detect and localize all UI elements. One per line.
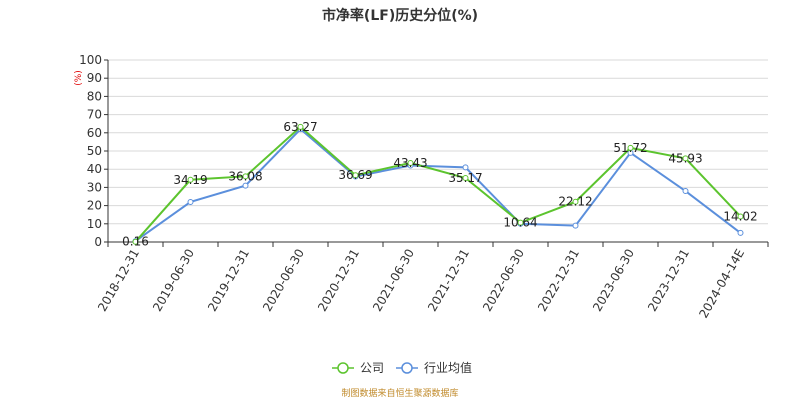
data-point (187, 198, 194, 205)
data-label: 22.12 (558, 195, 592, 209)
data-point (352, 172, 359, 179)
y-axis-label: (%) (74, 70, 84, 86)
axes (104, 59, 769, 247)
data-point (242, 182, 249, 189)
data-point (572, 198, 579, 205)
data-point (682, 155, 689, 162)
y-tick-label: 60 (87, 126, 102, 140)
y-tick-label: 0 (94, 235, 102, 249)
legend-swatch-marker (401, 362, 413, 374)
data-point (132, 238, 139, 245)
data-label: 45.93 (668, 151, 702, 165)
grid-lines (108, 59, 768, 243)
data-point (242, 173, 249, 180)
series-layer (132, 123, 744, 245)
y-tick-label: 10 (87, 217, 102, 231)
x-tick-label: 2018-12-31 (95, 247, 142, 314)
data-label: 36.08 (228, 169, 262, 183)
y-tick-label: 70 (87, 108, 102, 122)
y-tick-label: 80 (87, 89, 102, 103)
data-label: 63.27 (283, 120, 317, 134)
y-tick-label: 20 (87, 199, 102, 213)
data-point (737, 229, 744, 236)
data-label: 51.72 (613, 141, 647, 155)
data-label: 0.16 (122, 235, 149, 249)
x-tick-label: 2022-06-30 (480, 247, 527, 314)
legend-label: 行业均值 (424, 360, 472, 375)
data-label: 35.17 (448, 171, 482, 185)
data-point (682, 188, 689, 195)
data-point (627, 144, 634, 151)
x-tick-labels: 2018-12-31 2019-06-30 2019-12-31 2020-06-30… (95, 247, 747, 321)
x-tick-label: 2024-04-14E (696, 247, 747, 321)
data-label: 43.43 (393, 156, 427, 170)
legend[interactable]: 公司 行业均值 (332, 360, 472, 375)
x-tick-label: 2019-12-31 (205, 247, 252, 314)
y-tick-label: 90 (87, 71, 102, 85)
x-tick-label: 2021-06-30 (370, 247, 417, 314)
data-point (737, 213, 744, 220)
data-label: 36.69 (338, 168, 372, 182)
data-point (462, 174, 469, 181)
data-label: 14.02 (723, 209, 757, 223)
y-tick-labels: 0 10 20 30 40 50 60 70 80 90 100 (79, 53, 102, 249)
y-tick-label: 100 (79, 53, 102, 67)
x-tick-label: 2020-12-31 (315, 247, 362, 314)
data-point (187, 176, 194, 183)
legend-swatch-marker (337, 362, 349, 374)
data-point (297, 123, 304, 130)
data-labels: 0.16 34.19 36.08 63.27 36.69 43.43 35.17 10.64 2… (122, 120, 758, 249)
x-tick-label: 2023-06-30 (590, 247, 637, 314)
x-tick-label: 2020-06-30 (260, 247, 307, 314)
data-point (517, 219, 524, 226)
x-tick-label: 2021-12-31 (425, 247, 472, 314)
series-line (134, 127, 742, 242)
data-label: 34.19 (173, 173, 207, 187)
y-tick-label: 30 (87, 180, 102, 194)
x-tick-label: 2022-12-31 (535, 247, 582, 314)
data-point (407, 159, 414, 166)
y-tick-label: 40 (87, 162, 102, 176)
x-tick-label: 2023-12-31 (645, 247, 692, 314)
y-tick-label: 50 (87, 144, 102, 158)
data-point (462, 164, 469, 171)
data-label: 10.64 (503, 216, 537, 230)
legend-label: 公司 (360, 361, 384, 375)
data-point (572, 222, 579, 229)
source-note: 制图数据来自恒生聚源数据库 (341, 387, 458, 399)
series-line (134, 125, 742, 243)
chart-title: 市净率(LF)历史分位(%) (322, 7, 478, 24)
x-tick-label: 2019-06-30 (150, 247, 197, 314)
